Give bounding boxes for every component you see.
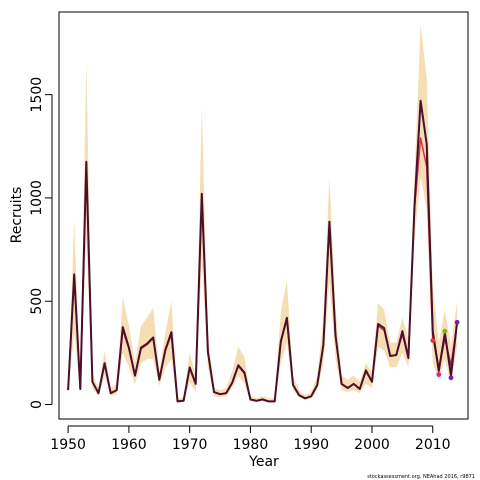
end-point-5 xyxy=(454,319,460,325)
end-point-4 xyxy=(442,328,448,334)
end-point-3 xyxy=(448,375,454,381)
x-tick-label: 2000 xyxy=(354,437,390,453)
y-axis-title: Recruits xyxy=(9,187,25,244)
credit-note: stockassessment.org, NEAhad 2016, r9871 xyxy=(367,474,475,480)
series-line-5 xyxy=(67,99,459,403)
x-tick-label: 1970 xyxy=(172,437,208,453)
x-tick-label: 1980 xyxy=(233,437,269,453)
y-tick-label: 500 xyxy=(29,288,45,315)
end-point-1 xyxy=(430,338,436,343)
x-axis-title: Year xyxy=(248,454,279,470)
y-axis: 0 500 1000 1500 xyxy=(29,77,53,409)
end-point-2 xyxy=(436,372,442,377)
series-line-1 xyxy=(67,137,434,403)
y-tick-label: 0 xyxy=(29,400,45,409)
plot-frame xyxy=(58,11,469,420)
end-points-layer xyxy=(430,319,460,381)
x-tick-label: 1990 xyxy=(293,437,329,453)
x-tick-label: 2010 xyxy=(415,437,451,453)
series-layer xyxy=(67,99,459,403)
x-axis: 1950 1960 1970 1980 1990 2000 2010 xyxy=(50,425,451,453)
y-tick-label: 1000 xyxy=(29,180,45,216)
y-tick-label: 1500 xyxy=(29,77,45,113)
x-tick-label: 1960 xyxy=(111,437,147,453)
x-tick-label: 1950 xyxy=(50,437,86,453)
